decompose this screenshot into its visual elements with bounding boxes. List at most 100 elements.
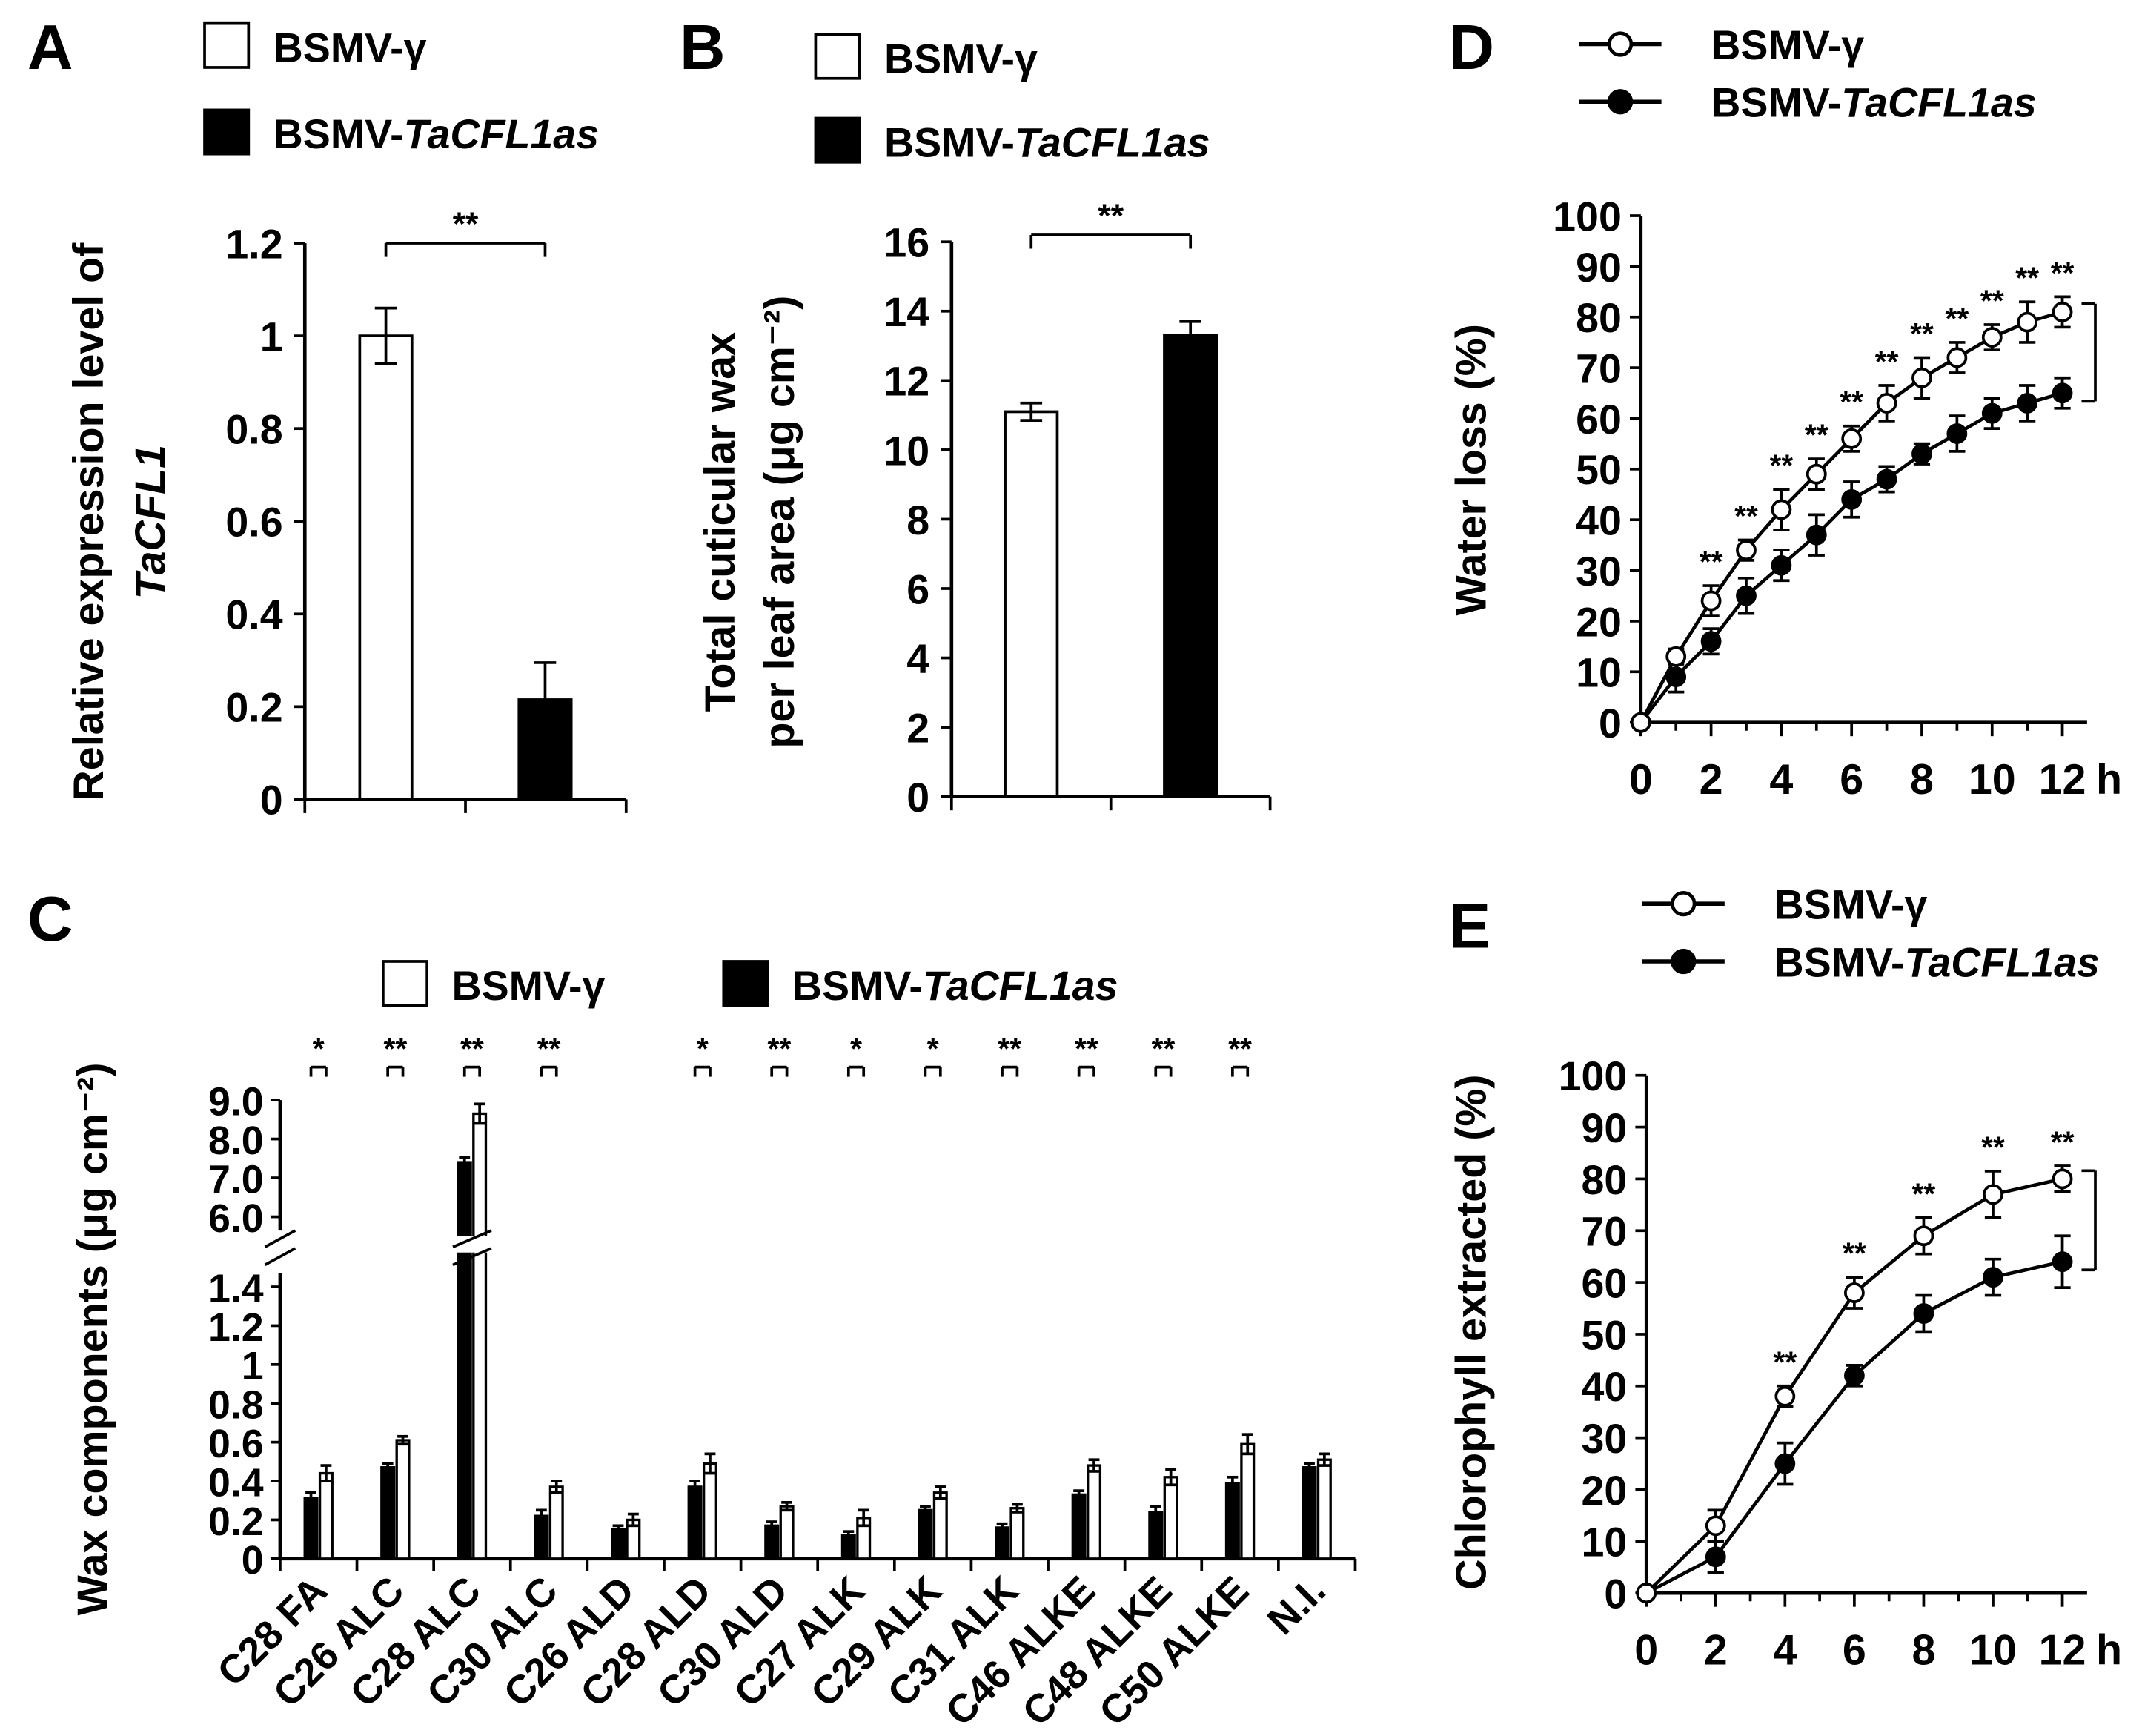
y-tick-label: 60 (1576, 397, 1622, 443)
legend-d-marker-1 (1607, 89, 1634, 115)
legend-a-label-0-suffix: γ (404, 25, 427, 71)
bar-bsmv-tacfl1as (687, 1485, 703, 1560)
y-axis-label-c: Wax components (μg cm⁻²) (70, 1063, 117, 1616)
x-tick-label: 8 (1910, 756, 1934, 804)
legend-a-label-1-suffix: TaCFL1as (404, 111, 600, 157)
significance-mark: ** (1098, 198, 1124, 234)
data-point-bsmv-gamma (1774, 1385, 1796, 1407)
y-tick-label-lower: 1.4 (208, 1266, 264, 1311)
x-tick-label: 2 (1704, 1626, 1728, 1674)
significance-mark: ** (537, 1032, 561, 1066)
x-tick-label: 4 (1769, 756, 1793, 804)
significance-mark: ** (1875, 345, 1899, 379)
bar-bsmv-gamma (1240, 1442, 1256, 1560)
series-line-bsmv-tacfl1as (1645, 1259, 2063, 1595)
legend-e-label-0-suffix: γ (1904, 882, 1927, 928)
legend-e-label-1-suffix: TaCFL1as (1904, 939, 2100, 985)
data-point-bsmv-gamma (1806, 463, 1827, 485)
panel-label-b: B (680, 13, 726, 83)
significance-mark: ** (1840, 385, 1863, 419)
y-tick-label: 50 (1581, 1312, 1627, 1358)
data-point-bsmv-gamma (1841, 428, 1863, 449)
significance-mark: ** (453, 206, 479, 242)
legend-a-swatch-0 (203, 21, 251, 69)
x-tick-label: 0 (1629, 756, 1653, 804)
data-point-bsmv-gamma (2017, 311, 2038, 333)
y-axis-label-a-line2: TaCFL1 (127, 445, 174, 599)
y-tick-label: 0.8 (225, 407, 282, 453)
data-point-bsmv-gamma (1911, 367, 1932, 388)
bar-bsmv-gamma (1009, 1507, 1025, 1560)
y-axis-label-b-line1: Total cuticular wax (697, 332, 744, 712)
legend-b-label-0-prefix: BSMV- (884, 36, 1015, 82)
x-tick-label: 0 (1634, 1626, 1658, 1674)
bar-bsmv-gamma (1163, 1476, 1178, 1560)
bar-bsmv-gamma (318, 1471, 334, 1560)
y-tick-label-upper: 8.0 (208, 1119, 264, 1163)
legend-b-swatch-0 (814, 33, 861, 80)
y-tick-label-lower: 0.4 (208, 1460, 264, 1505)
legend-e-label-0: BSMV-γ (1774, 882, 1928, 928)
legend-a-label-1-prefix: BSMV- (273, 111, 404, 157)
significance-mark: ** (1980, 283, 2004, 317)
bar-bsmv-gamma (1087, 1464, 1102, 1560)
panel-label-a: A (27, 13, 73, 83)
legend-c-label-1-prefix: BSMV- (792, 963, 923, 1009)
y-tick-label: 6 (906, 566, 929, 612)
data-point-bsmv-tacfl1as (1736, 585, 1757, 606)
data-point-bsmv-tacfl1as (1774, 1453, 1796, 1474)
y-tick-label: 30 (1581, 1416, 1627, 1462)
bar-break-line-top (452, 1229, 492, 1249)
data-point-bsmv-tacfl1as (1981, 402, 2003, 424)
data-point-bsmv-tacfl1as (1876, 468, 1897, 490)
y-tick-label-upper: 9.0 (208, 1079, 264, 1124)
significance-mark: * (313, 1032, 325, 1066)
y-tick-label: 0.4 (225, 592, 282, 638)
significance-mark: ** (1773, 1345, 1797, 1379)
significance-mark: ** (1770, 448, 1794, 483)
bar-break-gap (453, 1236, 491, 1253)
significance-mark: ** (1946, 301, 1969, 335)
legend-b-label-1-suffix: TaCFL1as (1015, 119, 1210, 165)
legend-d-label-1: BSMV-TaCFL1as (1711, 80, 2036, 126)
bar-bsmv-gamma (548, 1485, 564, 1560)
bar-bsmv-tacfl1as (918, 1508, 933, 1560)
bar-bsmv-tacfl1as (1071, 1493, 1087, 1560)
data-point-bsmv-tacfl1as (1841, 488, 1863, 510)
panel-label-d: D (1448, 13, 1494, 83)
y-tick-label: 50 (1576, 447, 1622, 493)
data-point-bsmv-gamma (1843, 1282, 1865, 1303)
y-tick-label: 14 (883, 289, 929, 335)
y-tick-label: 4 (906, 636, 929, 682)
y-tick-label: 0 (260, 778, 283, 824)
y-tick-label: 40 (1576, 498, 1622, 544)
legend-b-label-0: BSMV-γ (884, 36, 1038, 82)
y-axis-label-d: Water loss (%) (1448, 324, 1495, 615)
legend-c-label-1-suffix: TaCFL1as (923, 963, 1118, 1009)
x-tick-label: N.I. (1259, 1568, 1334, 1643)
data-point-bsmv-tacfl1as (2017, 393, 2038, 414)
bar-bsmv-tacfl1as (1224, 1481, 1240, 1560)
legend-e-label-0-prefix: BSMV- (1774, 882, 1905, 928)
data-point-bsmv-gamma (1630, 712, 1651, 733)
data-point-bsmv-tacfl1as (1700, 631, 1722, 652)
y-tick-label: 60 (1581, 1260, 1627, 1306)
bar-bsmv-tacfl1as (380, 1466, 396, 1560)
legend-d-label-0-prefix: BSMV- (1711, 22, 1841, 68)
y-tick-label: 10 (883, 428, 929, 474)
legend-a-label-0: BSMV-γ (273, 25, 427, 71)
legend-c-label-0-suffix: γ (582, 963, 605, 1009)
legend-a-label-1: BSMV-TaCFL1as (273, 111, 599, 157)
x-tick-label: 2 (1700, 756, 1723, 804)
y-tick-label: 70 (1581, 1209, 1627, 1255)
data-point-bsmv-gamma (1876, 393, 1897, 414)
data-point-bsmv-gamma (2052, 302, 2073, 322)
data-point-bsmv-tacfl1as (1913, 1303, 1934, 1324)
y-tick-label: 2 (906, 705, 929, 751)
x-tick-label: 10 (1969, 756, 2016, 804)
significance-mark: ** (998, 1032, 1021, 1066)
y-tick-label-lower: 0.8 (208, 1383, 264, 1428)
